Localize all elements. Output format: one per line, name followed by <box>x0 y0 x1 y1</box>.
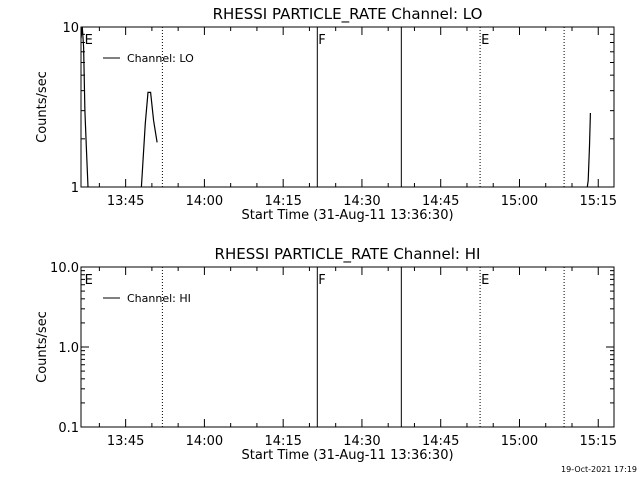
panel-1-x-tick-label: 14:00 <box>186 194 223 209</box>
panel-1-chart-title: RHESSI PARTICLE_RATE Channel: LO <box>213 5 483 24</box>
panel-2-chart-title: RHESSI PARTICLE_RATE Channel: HI <box>215 245 481 264</box>
panel-2-event-marker-label: E <box>481 273 489 288</box>
panel-1-x-tick-label: 14:45 <box>422 194 459 209</box>
panel-1-x-tick-label: 14:30 <box>343 194 380 209</box>
panel-2-y-axis-label: Counts/sec <box>35 311 50 383</box>
panel-1-y-tick-label: 1 <box>71 181 79 196</box>
panel-1-x-tick-label: 14:15 <box>264 194 301 209</box>
panel-2-x-axis-label: Start Time (31-Aug-11 13:36:30) <box>241 448 453 463</box>
panel-2-y-tick-label: 1.0 <box>58 341 79 356</box>
panel-2-event-marker-label: E <box>85 273 93 288</box>
panel-1-x-tick-label: 15:00 <box>501 194 538 209</box>
panel-1-x-tick-label: 13:45 <box>107 194 144 209</box>
panel-1-series-line-segment <box>586 112 591 188</box>
panel-2-y-tick-label: 0.1 <box>58 421 79 436</box>
panel-2-y-tick-label: 10.0 <box>50 261 79 276</box>
panel-2-x-tick-label: 13:45 <box>107 434 144 449</box>
panel-1-event-marker-label: E <box>481 33 489 48</box>
panel-1-plot-frame <box>80 26 615 188</box>
panel-1-series-line-segment <box>80 26 89 188</box>
panel-1-x-tick-label: 15:15 <box>580 194 617 209</box>
panel-1-event-marker-label: E <box>85 33 93 48</box>
panel-2-x-tick-label: 15:00 <box>501 434 538 449</box>
panel-1-event-marker-label: F <box>318 33 325 48</box>
panel-2-legend-label: Channel: HI <box>127 292 191 305</box>
panel-1-legend-label: Channel: LO <box>127 52 194 65</box>
timestamp-label: 19-Oct-2021 17:19 <box>561 465 637 474</box>
panel-2-plot-frame <box>80 266 615 428</box>
panel-1-series-line-segment <box>140 91 158 188</box>
panel-2-event-marker-label: F <box>318 273 325 288</box>
panel-2-x-tick-label: 14:15 <box>264 434 301 449</box>
panel-2-x-tick-label: 14:00 <box>186 434 223 449</box>
panel-1-y-axis-label: Counts/sec <box>35 71 50 143</box>
panel-2-x-tick-label: 15:15 <box>580 434 617 449</box>
panel-1-y-tick-label: 10 <box>62 21 79 36</box>
panel-2-x-tick-label: 14:45 <box>422 434 459 449</box>
panel-2-x-tick-label: 14:30 <box>343 434 380 449</box>
panel-1-x-axis-label: Start Time (31-Aug-11 13:36:30) <box>241 208 453 223</box>
